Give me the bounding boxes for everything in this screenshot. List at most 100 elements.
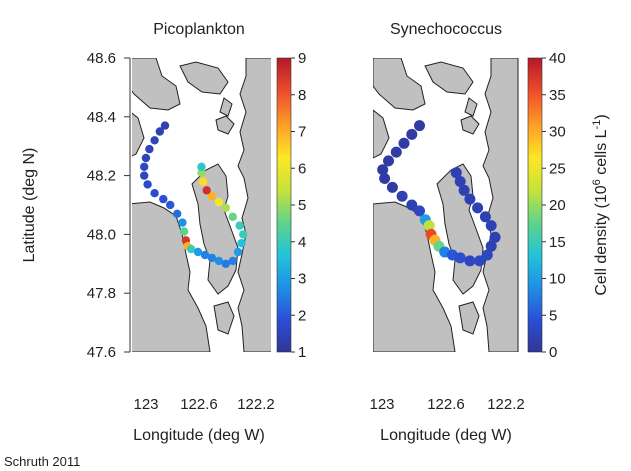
colorbar-tick-label: 35 xyxy=(549,87,566,104)
colorbar-tick-label: 6 xyxy=(298,160,306,177)
sample-point xyxy=(406,199,418,211)
sample-point xyxy=(228,212,237,221)
sample-point xyxy=(140,162,149,171)
colorbar-ticks-picoplankton: 1 2 3 4 5 6 7 8 9 xyxy=(291,50,306,361)
sample-point xyxy=(173,209,182,218)
sample-point xyxy=(474,255,486,267)
colorbar-label-unit: cells L xyxy=(593,129,610,179)
sample-point xyxy=(141,153,151,163)
sample-point xyxy=(377,164,389,176)
colorbar-ticks-synechococcus: 0 5 10 15 20 25 30 35 40 xyxy=(542,50,566,361)
colorbar-tick-label: 4 xyxy=(298,234,306,251)
sample-point xyxy=(379,173,391,184)
colorbar-tick-label: 1 xyxy=(298,344,306,361)
sample-point xyxy=(186,244,196,254)
sample-point xyxy=(398,137,410,149)
sample-point xyxy=(450,167,462,179)
panel-title-synechococcus: Synechococcus xyxy=(390,21,502,38)
sample-point xyxy=(155,127,164,136)
sample-point xyxy=(199,177,208,186)
data-points-synechococcus xyxy=(377,120,501,267)
sample-point xyxy=(464,193,476,205)
colorbar-picoplankton xyxy=(276,57,292,353)
sample-point xyxy=(472,202,484,214)
sample-point xyxy=(207,192,217,201)
sample-point xyxy=(489,231,501,243)
sample-point xyxy=(197,162,206,171)
sample-point xyxy=(485,240,497,252)
sample-point xyxy=(235,221,244,230)
sample-point xyxy=(200,250,210,260)
sample-point xyxy=(214,256,224,266)
colorbar-tick-label: 5 xyxy=(298,197,306,214)
colorbar-tick-label: 10 xyxy=(549,271,566,288)
sample-point xyxy=(207,253,217,263)
sample-point xyxy=(221,203,230,213)
y-tick-label: 48.6 xyxy=(87,50,116,67)
x-tick-label: 123 xyxy=(369,396,394,413)
y-tick-label: 48.4 xyxy=(87,109,116,126)
colorbar-tick-label: 25 xyxy=(549,160,566,177)
sample-point xyxy=(458,184,470,196)
colorbar-label-main: Cell density (10 xyxy=(593,185,610,295)
colorbar-tick-label: 8 xyxy=(298,87,306,104)
colorbar-label: Cell density (106 cells L-1) xyxy=(591,114,610,295)
y-tick-label: 47.8 xyxy=(87,285,116,302)
data-points-picoplankton xyxy=(140,121,248,268)
sample-point xyxy=(179,227,189,236)
x-axis-ticks-left: 123 122.6 122.2 xyxy=(133,396,274,413)
colorbar-label-close: ) xyxy=(593,114,610,119)
sample-point xyxy=(464,255,476,267)
sample-point xyxy=(160,121,170,130)
sample-point xyxy=(485,220,497,232)
sample-point xyxy=(239,230,248,239)
sample-point xyxy=(454,176,466,187)
map-panel-picoplankton xyxy=(132,58,271,352)
credit-text: Schruth 2011 xyxy=(4,454,80,469)
sample-point xyxy=(228,256,237,266)
y-tick-label: 47.6 xyxy=(87,344,116,361)
sample-point xyxy=(414,120,425,132)
sample-point xyxy=(178,218,187,227)
sample-point xyxy=(197,168,206,177)
colorbar-tick-label: 7 xyxy=(298,124,306,141)
sample-point xyxy=(454,252,466,264)
sample-point xyxy=(145,144,154,154)
sample-point xyxy=(159,194,168,204)
colorbar-tick-label: 3 xyxy=(298,271,306,288)
sample-point xyxy=(237,239,246,248)
colorbar-tick-label: 30 xyxy=(549,124,566,141)
x-tick-label: 123 xyxy=(133,396,158,413)
colorbar-synechococcus xyxy=(527,57,543,353)
y-axis-ticks: 47.6 47.8 48.0 48.2 48.4 48.6 xyxy=(87,50,130,361)
y-axis-label: Latitude (deg N) xyxy=(21,148,38,263)
colorbar-tick-label: 20 xyxy=(549,197,566,214)
colorbar-label-exponent: 6 xyxy=(591,179,603,185)
x-axis-ticks-right: 123 122.6 122.2 xyxy=(369,396,524,413)
colorbar-tick-label: 40 xyxy=(549,50,566,67)
colorbar-tick-label: 15 xyxy=(549,234,566,251)
sample-point xyxy=(383,155,394,167)
x-tick-label: 122.6 xyxy=(427,396,465,413)
sample-point xyxy=(214,197,224,207)
sample-point xyxy=(396,190,408,202)
sample-point xyxy=(233,247,243,257)
colorbar-label-unit-exponent: -1 xyxy=(591,120,603,130)
sample-point xyxy=(406,128,418,140)
sample-point xyxy=(143,180,152,189)
y-tick-label: 48.2 xyxy=(87,168,116,185)
colorbar-tick-label: 0 xyxy=(549,344,557,361)
colorbar-tick-label: 2 xyxy=(298,307,306,324)
colorbar-tick-label: 5 xyxy=(549,307,557,324)
x-tick-label: 122.6 xyxy=(180,396,218,413)
sample-point xyxy=(202,186,211,195)
colorbar-tick-label: 9 xyxy=(298,50,306,67)
x-tick-label: 122.2 xyxy=(237,396,275,413)
sample-point xyxy=(150,136,159,145)
sample-point xyxy=(481,249,493,261)
panel-title-picoplankton: Picoplankton xyxy=(153,21,245,38)
x-tick-label: 122.2 xyxy=(487,396,525,413)
y-tick-label: 48.0 xyxy=(87,226,116,243)
x-axis-label-right: Longitude (deg W) xyxy=(380,427,512,444)
